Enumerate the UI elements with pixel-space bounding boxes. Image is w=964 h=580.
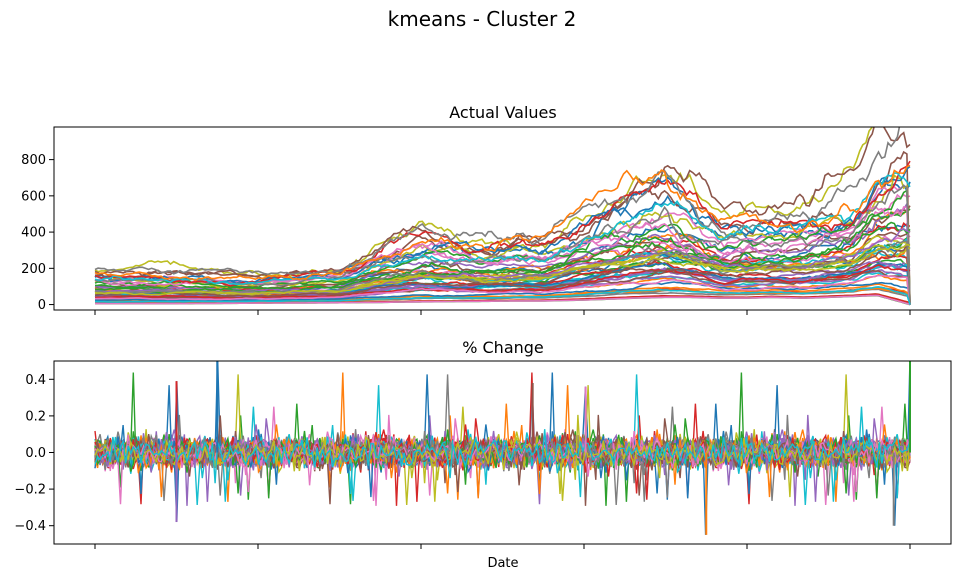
actual-values-series (94, 127, 911, 306)
actual-values-ytick-label: 400 (21, 226, 46, 241)
pct-change-series-line (94, 406, 911, 484)
actual-values-series-line (95, 294, 911, 306)
actual-values-ytick-label: 800 (21, 153, 46, 168)
actual-values-frame (53, 126, 952, 311)
actual-values-ytick-label: 200 (21, 262, 46, 277)
actual-values-x-axis (94, 310, 911, 315)
pct-change-series (94, 361, 911, 535)
actual-values-series-line (94, 286, 911, 305)
pct-change-ytick-label: 0.4 (25, 373, 46, 388)
actual-values-ytick-label: 0 (38, 298, 46, 313)
pct-change-ytick-label: −0.4 (14, 519, 46, 534)
pct-change-series-line (94, 414, 911, 480)
x-axis-label: Date (487, 556, 518, 571)
pct-change-ytick-label: −0.2 (14, 483, 46, 498)
pct-change-ytick-label: 0.0 (25, 446, 46, 461)
actual-values-series-line (94, 242, 911, 305)
pct-change-panel: % Change 0.4 0.2 0.0 −0.2 −0.4 (14, 338, 952, 549)
actual-values-series-line (94, 208, 911, 290)
pct-change-frame (53, 360, 952, 545)
actual-values-series-line (94, 274, 911, 305)
actual-values-panel: Actual Values 0 200 400 600 800 (21, 103, 952, 315)
pct-change-y-axis: 0.4 0.2 0.0 −0.2 −0.4 (14, 373, 54, 534)
actual-values-title: Actual Values (449, 103, 556, 122)
figure-title: kmeans - Cluster 2 (388, 7, 577, 31)
actual-values-series-line (95, 264, 911, 300)
actual-values-series-line (94, 165, 911, 285)
actual-values-series-line (94, 221, 911, 294)
pct-change-x-axis (94, 544, 911, 549)
actual-values-series-line (94, 243, 911, 296)
actual-values-series-line (94, 164, 911, 282)
pct-change-title: % Change (462, 338, 544, 357)
actual-values-ytick-label: 600 (21, 189, 46, 204)
actual-values-series-line (94, 172, 911, 286)
actual-values-series-line (94, 205, 911, 305)
pct-change-ytick-label: 0.2 (25, 409, 46, 424)
actual-values-series-line (94, 269, 911, 299)
actual-values-y-axis: 0 200 400 600 800 (21, 153, 54, 313)
